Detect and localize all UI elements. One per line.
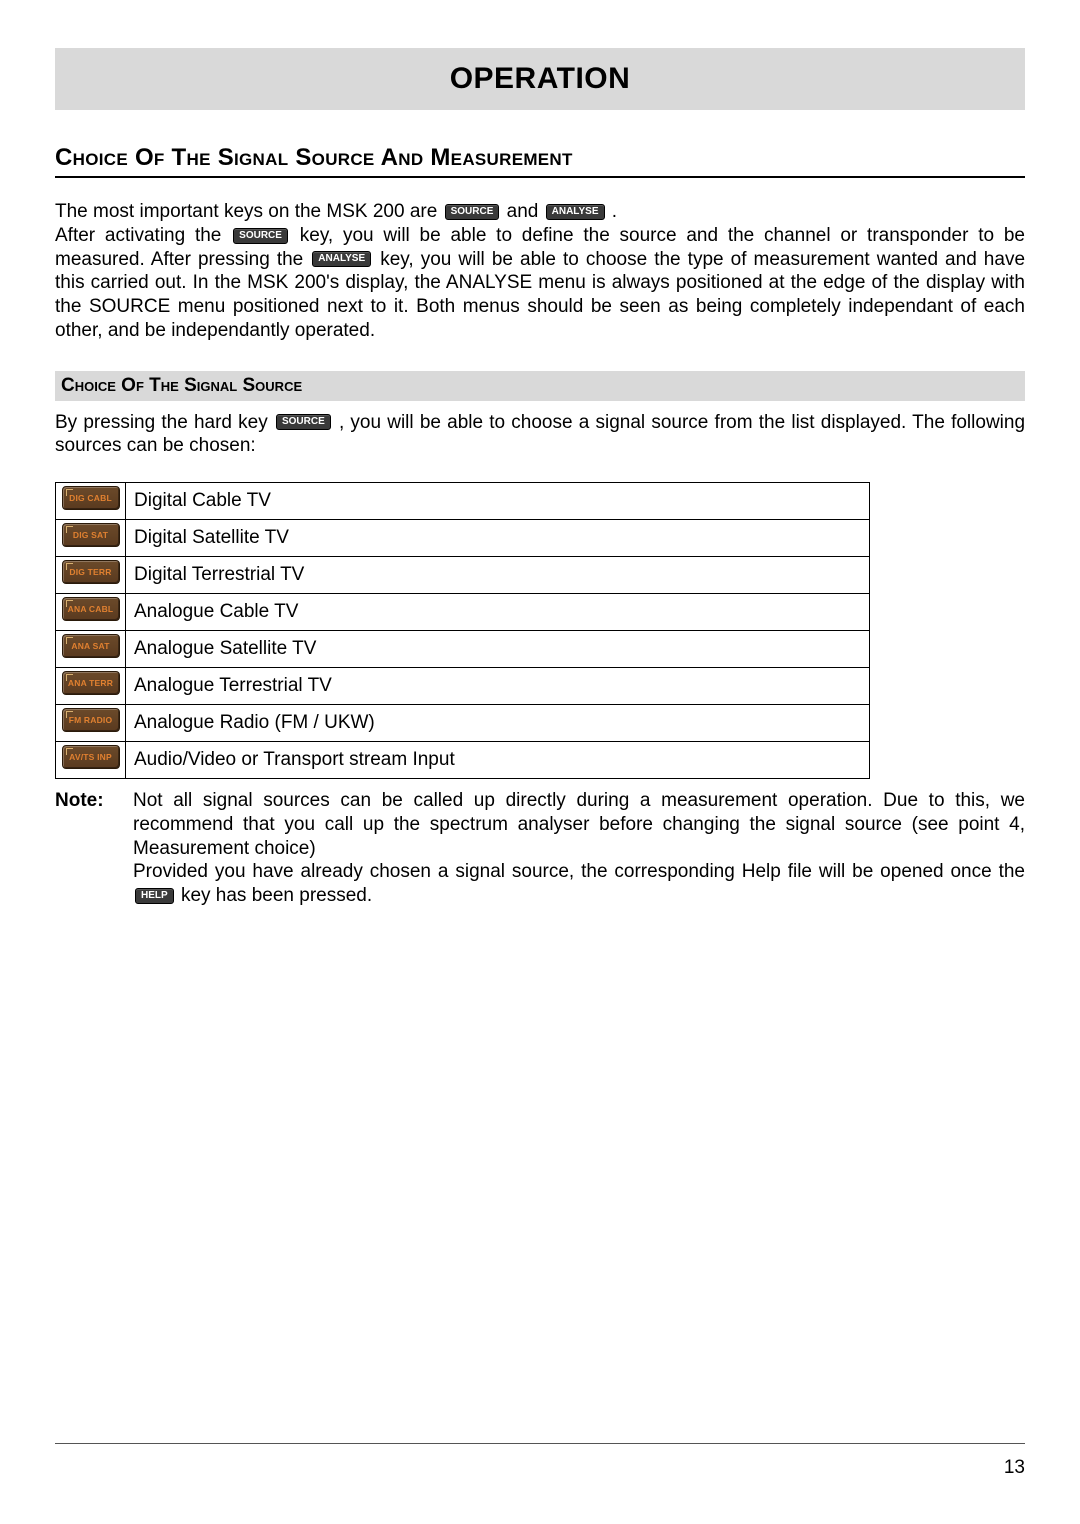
softkey-icon: ANA CABL <box>62 597 120 621</box>
softkey-label: DIG CABL <box>63 493 119 503</box>
table-row: ANA SAT Analogue Satellite TV <box>56 631 870 668</box>
help-key-icon: HELP <box>135 888 174 904</box>
analyse-key-icon: ANALYSE <box>312 251 371 267</box>
table-row: ANA TERR Analogue Terrestrial TV <box>56 668 870 705</box>
source-label: Audio/Video or Transport stream Input <box>126 742 870 779</box>
title-banner: OPERATION <box>55 48 1025 110</box>
section-heading: Choice Of The Signal Source And Measurem… <box>55 144 1025 178</box>
note-text: key has been pressed. <box>181 885 372 906</box>
note-block: Note: Not all signal sources can be call… <box>55 789 1025 908</box>
softkey-cell: DIG SAT <box>56 520 126 557</box>
softkey-label: FM RADIO <box>63 715 119 725</box>
note-text: Not all signal sources can be called up … <box>133 790 1025 859</box>
note-text: Provided you have already chosen a signa… <box>133 861 1025 882</box>
analyse-key-icon: ANALYSE <box>546 204 605 220</box>
page-number: 13 <box>1004 1457 1025 1479</box>
sub-intro: By pressing the hard key SOURCE , you wi… <box>55 411 1025 459</box>
sub-intro-text: By pressing the hard key <box>55 412 274 433</box>
softkey-icon: DIG SAT <box>62 523 120 547</box>
source-label: Analogue Cable TV <box>126 594 870 631</box>
intro-text: After activating the <box>55 225 231 246</box>
softkey-label: ANA CABL <box>63 604 119 614</box>
intro-text: The most important keys on the MSK 200 a… <box>55 201 443 222</box>
table-row: ANA CABL Analogue Cable TV <box>56 594 870 631</box>
softkey-icon: ANA SAT <box>62 634 120 658</box>
table-row: DIG TERR Digital Terrestrial TV <box>56 557 870 594</box>
table-row: DIG CABL Digital Cable TV <box>56 483 870 520</box>
source-label: Analogue Radio (FM / UKW) <box>126 705 870 742</box>
softkey-cell: ANA TERR <box>56 668 126 705</box>
softkey-cell: DIG TERR <box>56 557 126 594</box>
softkey-cell: FM RADIO <box>56 705 126 742</box>
note-body: Not all signal sources can be called up … <box>133 789 1025 908</box>
source-label: Analogue Terrestrial TV <box>126 668 870 705</box>
softkey-cell: ANA CABL <box>56 594 126 631</box>
source-label: Digital Terrestrial TV <box>126 557 870 594</box>
note-label: Note: <box>55 789 133 908</box>
source-label: Analogue Satellite TV <box>126 631 870 668</box>
source-label: Digital Satellite TV <box>126 520 870 557</box>
source-key-icon: SOURCE <box>233 228 288 244</box>
softkey-cell: ANA SAT <box>56 631 126 668</box>
softkey-label: DIG TERR <box>63 567 119 577</box>
softkey-label: AV/TS INP <box>63 752 119 762</box>
intro-text: . <box>612 201 617 222</box>
source-key-icon: SOURCE <box>276 414 331 430</box>
page-title: OPERATION <box>55 62 1025 96</box>
softkey-label: ANA TERR <box>63 678 119 688</box>
source-key-icon: SOURCE <box>445 204 500 220</box>
footer-rule <box>55 1443 1025 1444</box>
table-row: FM RADIO Analogue Radio (FM / UKW) <box>56 705 870 742</box>
softkey-icon: FM RADIO <box>62 708 120 732</box>
softkey-icon: DIG CABL <box>62 486 120 510</box>
softkey-cell: DIG CABL <box>56 483 126 520</box>
softkey-label: ANA SAT <box>63 641 119 651</box>
softkey-cell: AV/TS INP <box>56 742 126 779</box>
softkey-icon: DIG TERR <box>62 560 120 584</box>
intro-text: and <box>507 201 544 222</box>
sub-heading-banner: Choice Of The Signal Source <box>55 371 1025 401</box>
intro-paragraph: The most important keys on the MSK 200 a… <box>55 200 1025 343</box>
sources-table: DIG CABL Digital Cable TV DIG SAT Digital S… <box>55 482 870 779</box>
softkey-label: DIG SAT <box>63 530 119 540</box>
softkey-icon: AV/TS INP <box>62 745 120 769</box>
softkey-icon: ANA TERR <box>62 671 120 695</box>
table-row: AV/TS INP Audio/Video or Transport stream… <box>56 742 870 779</box>
source-label: Digital Cable TV <box>126 483 870 520</box>
table-row: DIG SAT Digital Satellite TV <box>56 520 870 557</box>
